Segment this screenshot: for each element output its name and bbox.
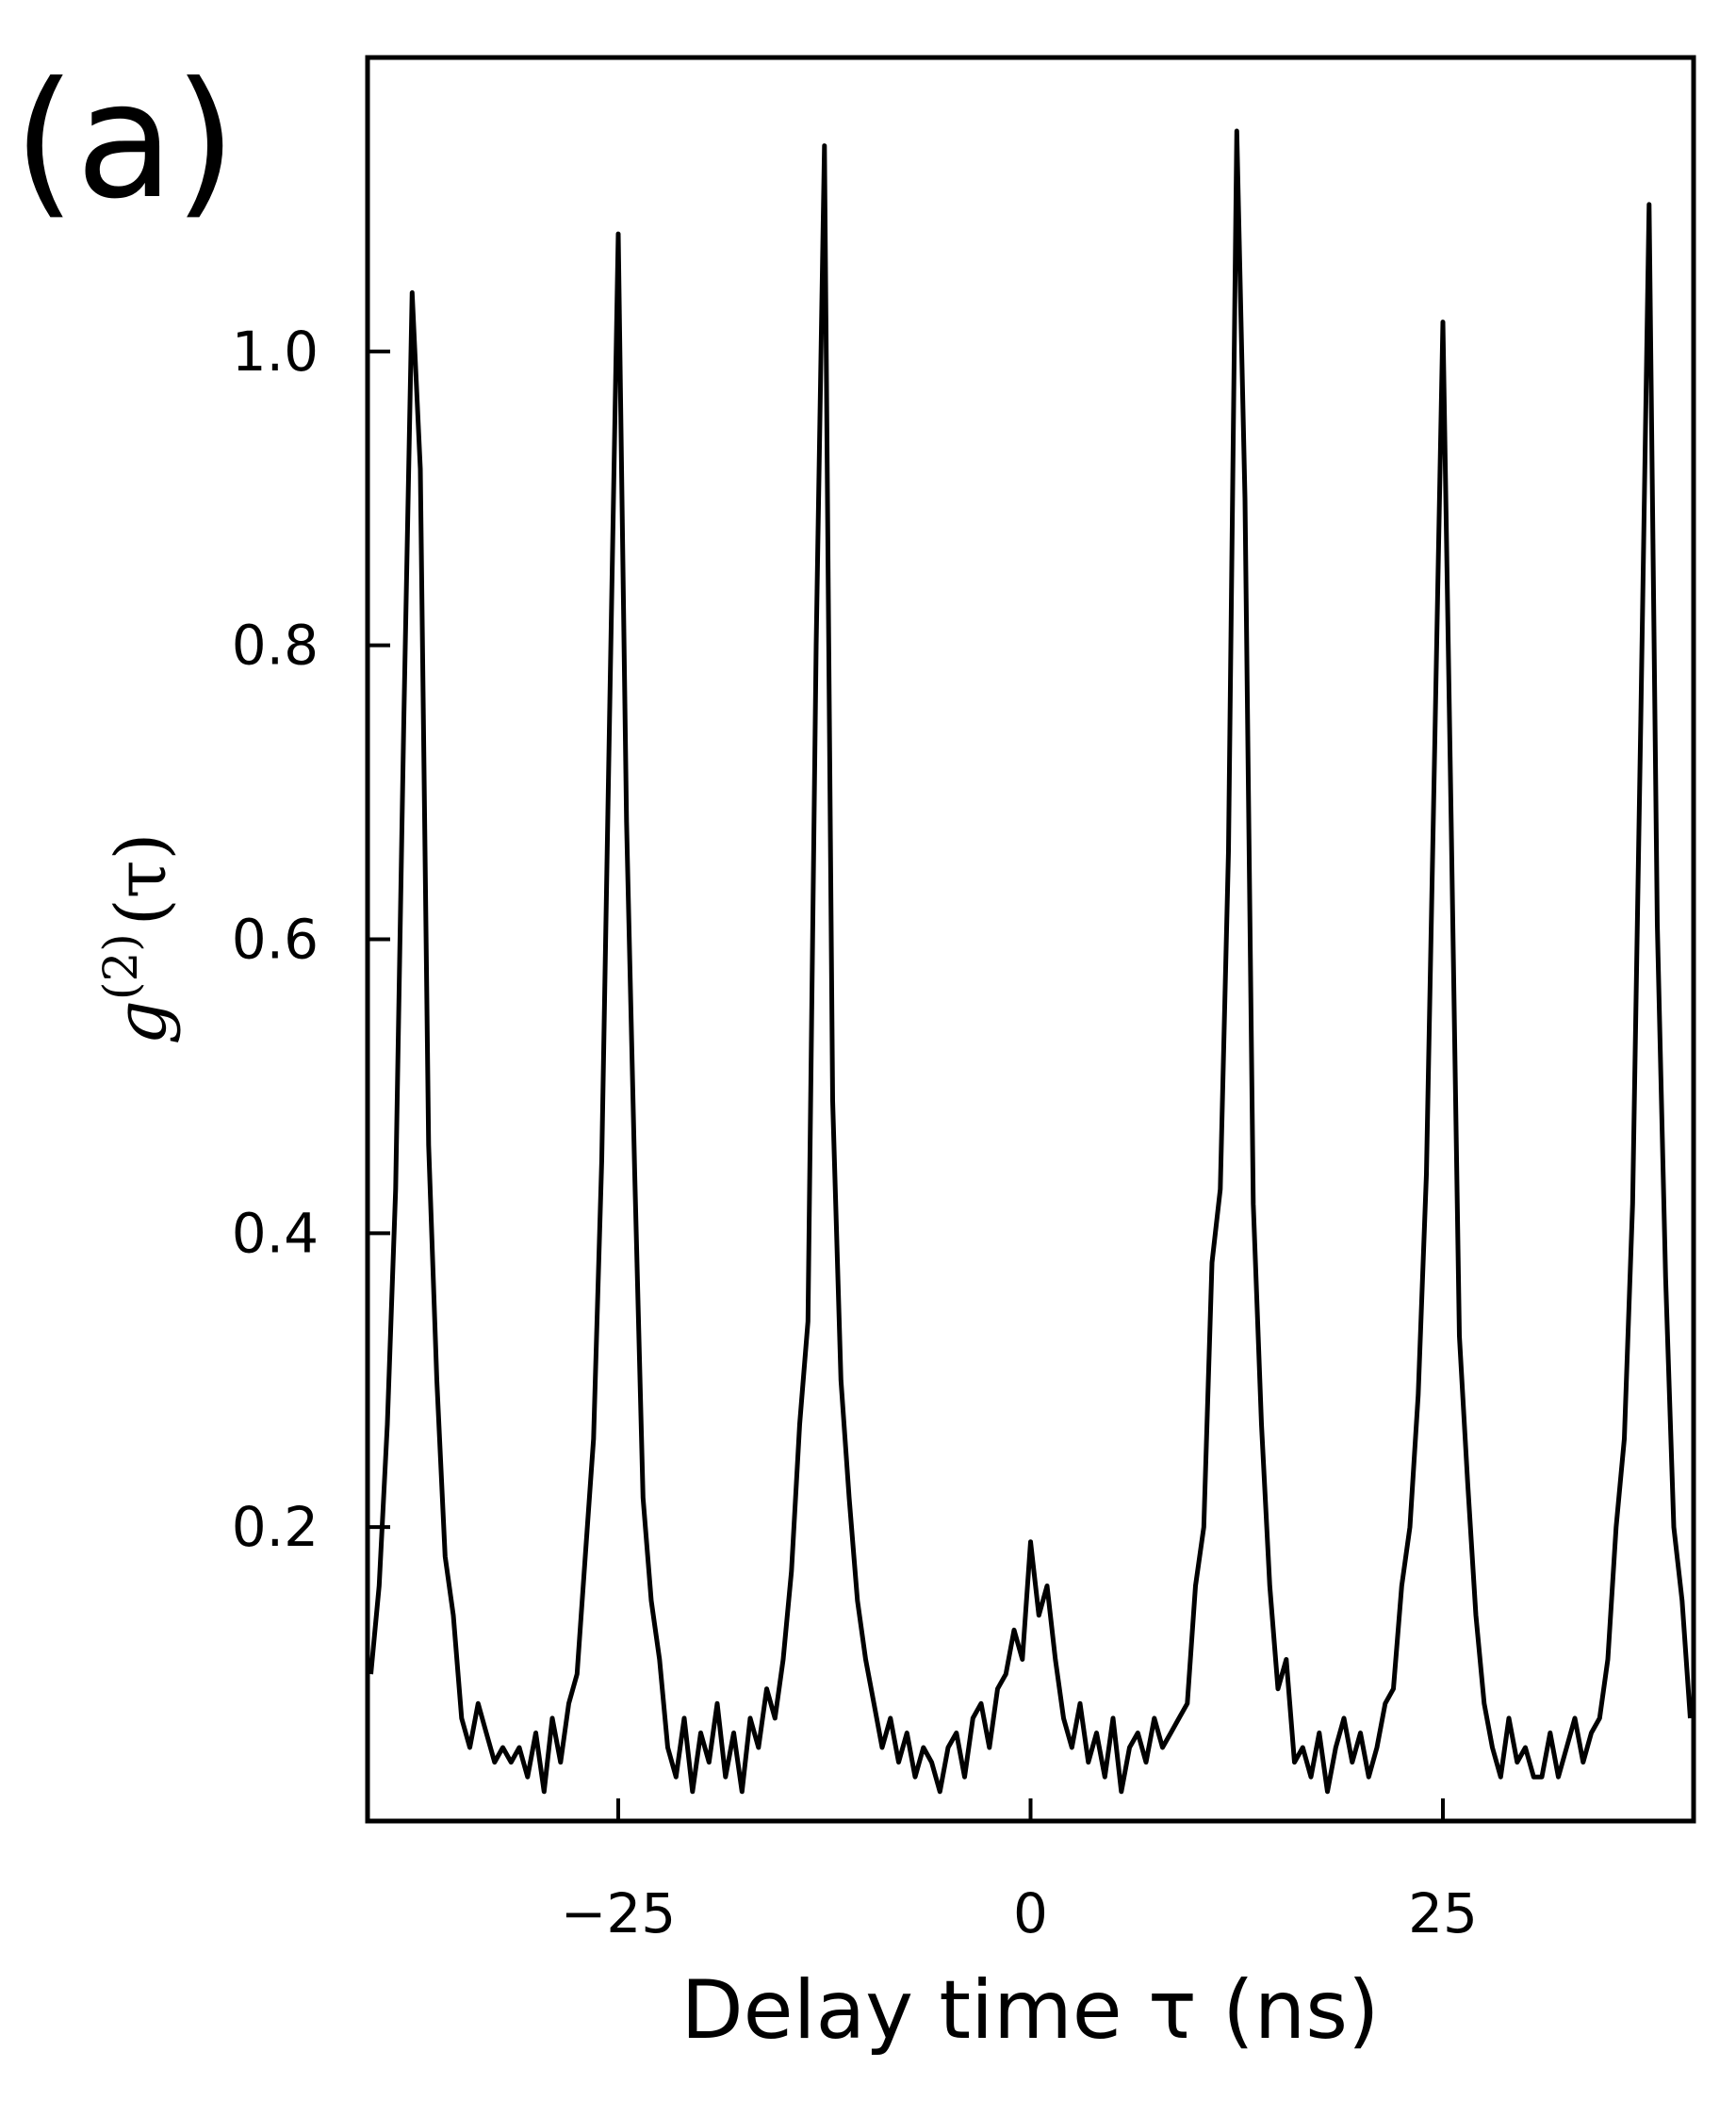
y-tick-label: 0.8 [232, 614, 319, 678]
x-tick-label: −25 [561, 1881, 676, 1945]
y-axis-label: g(2) (τ) [93, 833, 182, 1045]
x-tick-label: 0 [1013, 1881, 1048, 1945]
y-tick-label: 0.4 [232, 1201, 319, 1265]
panel-label: (a) [13, 48, 237, 235]
y-label-sup: (2) [93, 933, 148, 1000]
y-tick-label: 1.0 [232, 320, 319, 384]
y-tick-label: 0.6 [232, 908, 319, 972]
y-tick-label: 0.2 [232, 1495, 319, 1559]
data-line [368, 128, 1693, 1795]
plot-frame [365, 55, 1696, 1824]
x-axis-label: Delay time τ (ns) [680, 1963, 1379, 2058]
y-label-base: g [101, 1000, 182, 1044]
y-label-rest: (τ) [101, 833, 182, 927]
x-tick-label: 25 [1408, 1881, 1478, 1945]
